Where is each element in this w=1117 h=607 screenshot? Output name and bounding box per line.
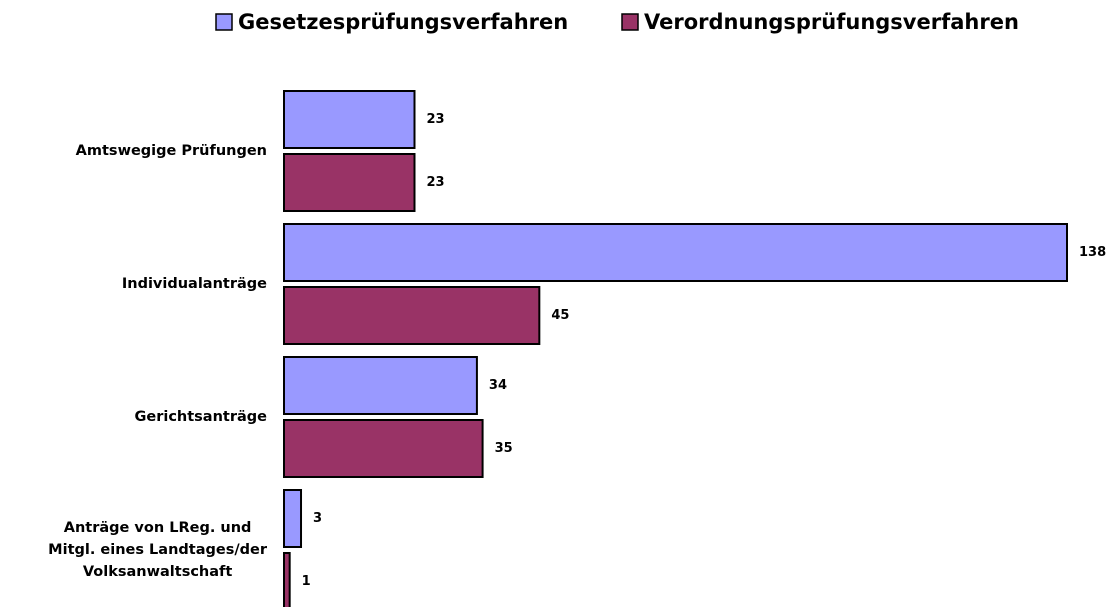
value-label: 138 (1079, 245, 1106, 260)
bar (283, 90, 416, 149)
category-label: Gerichtsanträge (134, 406, 267, 428)
category-label: Amtswegige Prüfungen (76, 140, 267, 162)
category-text: Amtswegige Prüfungen (75, 143, 267, 159)
value-label: 23 (427, 112, 445, 127)
value-label: 34 (489, 378, 507, 393)
legend-label: Gesetzesprüfungsverfahren (238, 10, 568, 34)
category-text: Anträge von LReg. und Mitgl. eines Landt… (48, 520, 267, 580)
value-label: 45 (551, 308, 569, 323)
bar (283, 286, 541, 345)
legend-swatch (215, 13, 233, 31)
legend-label: Verordnungsprüfungsverfahren (644, 10, 1019, 34)
category-label: Individualanträge (122, 273, 267, 295)
value-label: 23 (427, 175, 445, 190)
category-label: Anträge von LReg. und Mitgl. eines Landt… (48, 517, 267, 583)
legend-swatch (621, 13, 639, 31)
bar (283, 552, 291, 607)
bar (283, 489, 303, 548)
value-label: 3 (313, 511, 322, 526)
category-text: Gerichtsanträge (134, 409, 267, 425)
bar (283, 153, 416, 212)
value-label: 1 (302, 574, 311, 589)
category-text: Individualanträge (121, 276, 267, 292)
bar (283, 356, 478, 415)
bar (283, 223, 1068, 282)
value-label: 35 (495, 441, 513, 456)
bar (283, 419, 484, 478)
